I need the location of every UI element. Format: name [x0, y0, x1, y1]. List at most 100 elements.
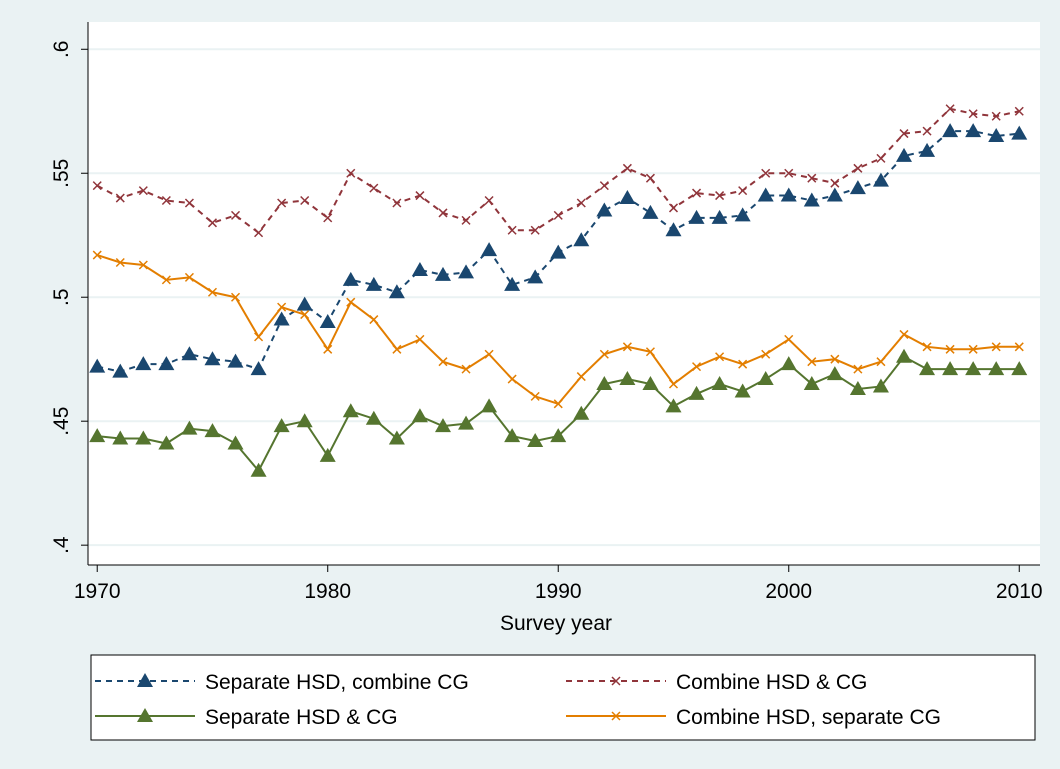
data-point: [458, 264, 475, 279]
data-point: [919, 142, 936, 157]
data-point: [527, 269, 544, 284]
data-point: [665, 222, 682, 237]
data-point: [204, 351, 221, 366]
data-point: [112, 363, 129, 378]
legend-marker: [611, 711, 621, 721]
data-point: [158, 435, 175, 450]
data-point: [780, 187, 797, 202]
data-point: [665, 398, 682, 413]
data-point: [919, 361, 936, 376]
data-point: [896, 147, 912, 162]
legend-marker: [611, 676, 621, 686]
data-point: [415, 191, 425, 201]
data-point: [484, 349, 494, 359]
data-point: [411, 261, 428, 276]
data-point: [991, 342, 1001, 352]
data-point: [988, 128, 1005, 143]
data-point: [230, 210, 241, 220]
data-point: [342, 271, 359, 286]
data-point: [761, 349, 771, 359]
data-point: [135, 430, 152, 445]
data-point: [388, 284, 405, 299]
data-point: [622, 163, 632, 173]
data-point: [458, 415, 475, 430]
data-point: [527, 433, 544, 448]
data-point: [853, 163, 863, 173]
data-point: [230, 292, 241, 302]
y-tick-label: .45: [50, 407, 73, 436]
data-point: [668, 203, 679, 213]
data-point: [115, 193, 125, 203]
data-point: [965, 361, 982, 376]
legend-marker: [137, 708, 153, 722]
data-point: [991, 111, 1001, 121]
data-point: [738, 186, 748, 196]
data-point: [138, 260, 148, 270]
data-point: [715, 191, 725, 201]
data-point: [207, 287, 218, 297]
data-point: [757, 371, 774, 386]
data-point: [692, 188, 702, 198]
data-point: [780, 356, 797, 371]
data-point: [642, 376, 659, 390]
data-point: [553, 210, 563, 220]
data-point: [161, 275, 171, 285]
data-point: [711, 376, 728, 390]
data-point: [115, 257, 125, 268]
data-point: [461, 215, 471, 225]
data-point: [761, 168, 771, 178]
data-point: [250, 462, 267, 477]
data-point: [830, 354, 840, 364]
data-point: [342, 403, 359, 418]
data-point: [92, 250, 102, 260]
data-point: [138, 186, 148, 196]
data-point: [415, 334, 425, 344]
y-tick-label: .5: [50, 288, 73, 306]
data-point: [968, 344, 978, 354]
data-point: [668, 379, 679, 389]
data-point: [830, 178, 840, 188]
data-point: [619, 190, 636, 205]
data-point: [250, 361, 267, 376]
data-point: [573, 232, 590, 247]
y-tick-label: .4: [50, 536, 73, 554]
data-point: [942, 361, 959, 376]
data-point: [807, 173, 817, 183]
data-point: [504, 276, 521, 291]
data-point: [876, 357, 886, 367]
data-point: [550, 428, 567, 443]
data-point: [645, 347, 655, 357]
data-point: [438, 357, 448, 367]
data-point: [300, 195, 310, 206]
plot-area: [88, 22, 1040, 565]
data-point: [277, 302, 287, 312]
data-point: [346, 168, 356, 178]
data-point: [807, 357, 817, 367]
data-point: [968, 109, 978, 119]
y-tick-label: .55: [50, 159, 73, 188]
data-point: [365, 276, 382, 291]
data-point: [296, 296, 313, 311]
legend-label: Combine HSD & CG: [676, 671, 867, 694]
data-point: [715, 352, 725, 362]
data-point: [1014, 342, 1024, 352]
data-point: [184, 198, 194, 208]
data-point: [392, 344, 402, 354]
legend-label: Combine HSD, separate CG: [676, 706, 941, 729]
data-point: [481, 242, 498, 257]
data-point: [273, 311, 290, 326]
data-point: [965, 123, 982, 138]
data-point: [530, 225, 540, 235]
data-point: [734, 207, 751, 222]
data-point: [504, 428, 521, 443]
x-tick-label: 2000: [765, 580, 812, 603]
data-point: [872, 378, 889, 393]
data-point: [323, 344, 333, 354]
x-tick-label: 1980: [304, 580, 351, 603]
data-point: [227, 353, 244, 368]
data-point: [434, 266, 451, 281]
data-point: [896, 348, 912, 363]
legend-label: Separate HSD, combine CG: [205, 671, 469, 694]
